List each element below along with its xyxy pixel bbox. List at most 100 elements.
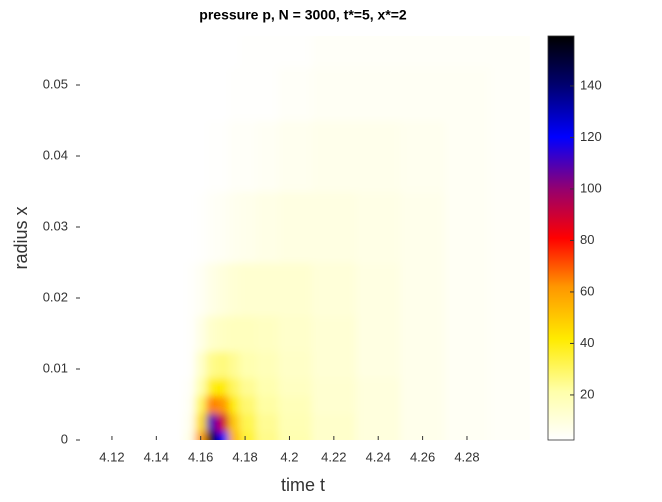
heat-cell bbox=[228, 67, 241, 121]
heat-cell bbox=[195, 262, 207, 317]
heat-cell bbox=[217, 315, 229, 352]
heat-cell bbox=[400, 413, 446, 432]
heat-cell bbox=[239, 377, 257, 397]
heat-cell bbox=[278, 120, 313, 192]
heat-cell bbox=[256, 377, 279, 397]
heat-cell bbox=[444, 315, 490, 352]
heat-cell bbox=[311, 67, 357, 121]
x-tick-label: 4.26 bbox=[410, 449, 435, 464]
heat-cell bbox=[400, 395, 446, 414]
heat-cell bbox=[400, 262, 446, 317]
heat-cell bbox=[400, 191, 446, 263]
heat-cell bbox=[444, 413, 490, 432]
heat-cell bbox=[489, 315, 530, 352]
heat-cell bbox=[400, 431, 446, 440]
colorbar-tick-label: 20 bbox=[580, 386, 594, 401]
heat-cell bbox=[444, 377, 490, 397]
heat-cell bbox=[311, 431, 357, 440]
heat-cell bbox=[206, 395, 218, 414]
heat-cell bbox=[400, 120, 446, 192]
heat-cell bbox=[278, 377, 313, 397]
x-tick-label: 4.28 bbox=[454, 449, 479, 464]
heat-cell bbox=[239, 36, 257, 68]
x-tick-label: 4.14 bbox=[144, 449, 169, 464]
heat-cell bbox=[206, 36, 218, 68]
heat-cell bbox=[256, 191, 279, 263]
heat-cell bbox=[184, 413, 196, 432]
heat-cell bbox=[184, 262, 196, 317]
heat-cell bbox=[489, 262, 530, 317]
y-tick-label: 0.02 bbox=[43, 289, 68, 304]
heat-cell bbox=[195, 431, 207, 440]
y-tick-label: 0.05 bbox=[43, 76, 68, 91]
heat-cell bbox=[444, 395, 490, 414]
heat-cell bbox=[206, 351, 218, 379]
y-tick-label: 0.03 bbox=[43, 218, 68, 233]
heat-cell bbox=[356, 315, 401, 352]
heat-cell bbox=[217, 431, 229, 440]
heat-cell bbox=[489, 67, 530, 121]
heat-cell bbox=[206, 120, 218, 192]
heat-cell bbox=[400, 67, 446, 121]
heat-cell bbox=[239, 413, 257, 432]
x-tick-label: 4.2 bbox=[280, 449, 298, 464]
heat-cell bbox=[311, 395, 357, 414]
heat-cell bbox=[311, 262, 357, 317]
x-axis-label: time t bbox=[281, 475, 325, 495]
heat-cell bbox=[356, 67, 401, 121]
y-tick-label: 0.01 bbox=[43, 360, 68, 375]
heat-cell bbox=[489, 431, 530, 440]
heat-cell bbox=[256, 67, 279, 121]
heat-cell bbox=[228, 413, 241, 432]
heat-cell bbox=[217, 191, 229, 263]
heat-cell bbox=[311, 377, 357, 397]
heat-cell bbox=[444, 36, 490, 68]
heat-cell bbox=[217, 120, 229, 192]
heat-cell bbox=[311, 36, 357, 68]
heat-cell bbox=[239, 120, 257, 192]
colorbar-tick-label: 60 bbox=[580, 283, 594, 298]
heatmap-cells bbox=[184, 36, 530, 440]
heat-cell bbox=[184, 315, 196, 352]
y-tick-label: 0 bbox=[61, 431, 68, 446]
heat-cell bbox=[278, 315, 313, 352]
heat-cell bbox=[239, 351, 257, 379]
heat-cell bbox=[278, 413, 313, 432]
x-tick-label: 4.12 bbox=[99, 449, 124, 464]
heat-cell bbox=[278, 36, 313, 68]
heat-cell bbox=[228, 36, 241, 68]
heat-cell bbox=[217, 351, 229, 379]
heat-cell bbox=[239, 395, 257, 414]
heat-cell bbox=[356, 191, 401, 263]
heat-cell bbox=[239, 191, 257, 263]
heat-cell bbox=[184, 351, 196, 379]
y-axis-label: radius x bbox=[11, 206, 31, 269]
heat-cell bbox=[278, 262, 313, 317]
heat-cell bbox=[311, 351, 357, 379]
heat-cell bbox=[256, 36, 279, 68]
heat-cell bbox=[489, 395, 530, 414]
heat-cell bbox=[278, 191, 313, 263]
heat-cell bbox=[206, 431, 218, 440]
heat-cell bbox=[356, 262, 401, 317]
heat-cell bbox=[311, 413, 357, 432]
heat-cell bbox=[278, 431, 313, 440]
heat-cell bbox=[195, 36, 207, 68]
heat-cell bbox=[184, 67, 196, 121]
heat-cell bbox=[195, 120, 207, 192]
chart-title: pressure p, N = 3000, t*=5, x*=2 bbox=[199, 7, 407, 23]
x-tick-label: 4.22 bbox=[321, 449, 346, 464]
heat-cell bbox=[278, 395, 313, 414]
y-tick-label: 0.04 bbox=[43, 147, 68, 162]
heat-cell bbox=[256, 395, 279, 414]
heat-cell bbox=[489, 191, 530, 263]
heat-cell bbox=[256, 413, 279, 432]
heat-cell bbox=[184, 431, 196, 440]
heat-cell bbox=[444, 191, 490, 263]
heat-cell bbox=[239, 67, 257, 121]
heat-cell bbox=[217, 377, 229, 397]
heat-cell bbox=[356, 413, 401, 432]
heat-cell bbox=[278, 351, 313, 379]
heat-cell bbox=[217, 395, 229, 414]
